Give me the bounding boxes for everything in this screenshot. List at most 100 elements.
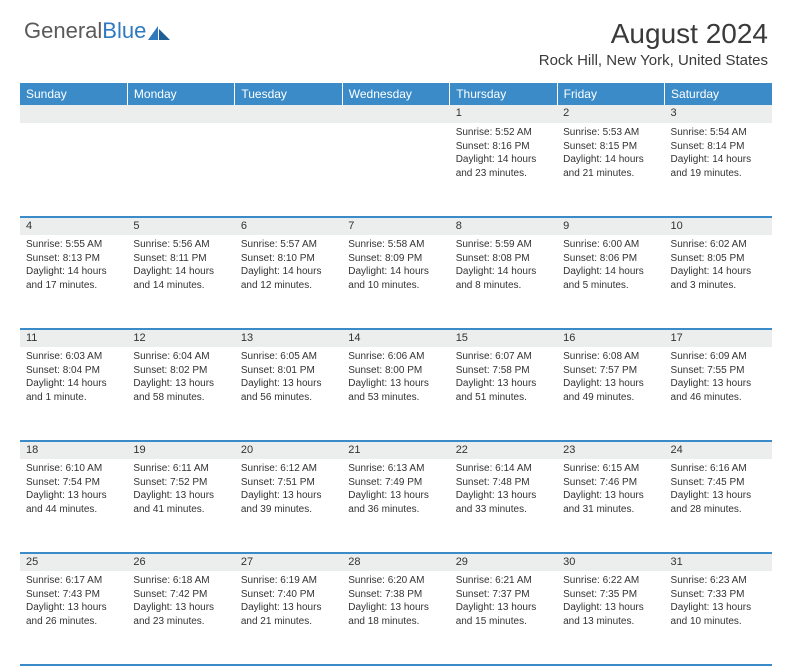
sunrise-text: Sunrise: 6:22 AM bbox=[563, 574, 658, 588]
day-header: Monday bbox=[127, 83, 234, 105]
day-number: 5 bbox=[127, 217, 234, 235]
day-cell-body bbox=[342, 123, 449, 130]
day-number: 27 bbox=[235, 553, 342, 571]
day-header-row: Sunday Monday Tuesday Wednesday Thursday… bbox=[20, 83, 772, 105]
daylight-text: Daylight: 13 hours and 44 minutes. bbox=[26, 489, 121, 516]
day-number: 19 bbox=[127, 441, 234, 459]
daylight-text: Daylight: 13 hours and 33 minutes. bbox=[456, 489, 551, 516]
daylight-text: Daylight: 13 hours and 31 minutes. bbox=[563, 489, 658, 516]
day-cell: Sunrise: 6:18 AMSunset: 7:42 PMDaylight:… bbox=[127, 571, 234, 665]
sunrise-text: Sunrise: 6:06 AM bbox=[348, 350, 443, 364]
sunset-text: Sunset: 7:37 PM bbox=[456, 588, 551, 602]
sunrise-text: Sunrise: 6:02 AM bbox=[671, 238, 766, 252]
day-cell: Sunrise: 6:12 AMSunset: 7:51 PMDaylight:… bbox=[235, 459, 342, 553]
week-row: Sunrise: 6:10 AMSunset: 7:54 PMDaylight:… bbox=[20, 459, 772, 553]
day-cell-body: Sunrise: 6:15 AMSunset: 7:46 PMDaylight:… bbox=[557, 459, 664, 520]
brand-part2: Blue bbox=[102, 18, 146, 44]
day-cell: Sunrise: 6:16 AMSunset: 7:45 PMDaylight:… bbox=[665, 459, 772, 553]
day-cell: Sunrise: 5:58 AMSunset: 8:09 PMDaylight:… bbox=[342, 235, 449, 329]
day-number: 29 bbox=[450, 553, 557, 571]
brand-logo: GeneralBlue bbox=[24, 18, 170, 44]
day-number: 25 bbox=[20, 553, 127, 571]
title-block: August 2024 Rock Hill, New York, United … bbox=[539, 18, 768, 69]
day-cell-body: Sunrise: 5:58 AMSunset: 8:09 PMDaylight:… bbox=[342, 235, 449, 296]
sunset-text: Sunset: 8:00 PM bbox=[348, 364, 443, 378]
day-cell-body: Sunrise: 6:18 AMSunset: 7:42 PMDaylight:… bbox=[127, 571, 234, 632]
daylight-text: Daylight: 13 hours and 49 minutes. bbox=[563, 377, 658, 404]
day-cell: Sunrise: 6:02 AMSunset: 8:05 PMDaylight:… bbox=[665, 235, 772, 329]
day-number: 16 bbox=[557, 329, 664, 347]
day-number: 1 bbox=[450, 105, 557, 123]
sunset-text: Sunset: 7:33 PM bbox=[671, 588, 766, 602]
sunrise-text: Sunrise: 5:53 AM bbox=[563, 126, 658, 140]
daylight-text: Daylight: 13 hours and 58 minutes. bbox=[133, 377, 228, 404]
day-cell: Sunrise: 6:06 AMSunset: 8:00 PMDaylight:… bbox=[342, 347, 449, 441]
day-cell: Sunrise: 6:14 AMSunset: 7:48 PMDaylight:… bbox=[450, 459, 557, 553]
sunset-text: Sunset: 8:14 PM bbox=[671, 140, 766, 154]
day-number: 11 bbox=[20, 329, 127, 347]
day-number: 23 bbox=[557, 441, 664, 459]
week-row: Sunrise: 6:17 AMSunset: 7:43 PMDaylight:… bbox=[20, 571, 772, 665]
day-number: 2 bbox=[557, 105, 664, 123]
day-number: 26 bbox=[127, 553, 234, 571]
daynum-row: 45678910 bbox=[20, 217, 772, 235]
day-number: 9 bbox=[557, 217, 664, 235]
daynum-row: 11121314151617 bbox=[20, 329, 772, 347]
day-number bbox=[342, 105, 449, 123]
day-cell: Sunrise: 6:00 AMSunset: 8:06 PMDaylight:… bbox=[557, 235, 664, 329]
daylight-text: Daylight: 14 hours and 21 minutes. bbox=[563, 153, 658, 180]
daylight-text: Daylight: 14 hours and 1 minute. bbox=[26, 377, 121, 404]
sunset-text: Sunset: 7:38 PM bbox=[348, 588, 443, 602]
sunset-text: Sunset: 8:08 PM bbox=[456, 252, 551, 266]
day-header: Sunday bbox=[20, 83, 127, 105]
day-cell-body bbox=[127, 123, 234, 130]
day-cell: Sunrise: 6:03 AMSunset: 8:04 PMDaylight:… bbox=[20, 347, 127, 441]
daylight-text: Daylight: 13 hours and 26 minutes. bbox=[26, 601, 121, 628]
day-cell-body: Sunrise: 6:20 AMSunset: 7:38 PMDaylight:… bbox=[342, 571, 449, 632]
sunrise-text: Sunrise: 5:54 AM bbox=[671, 126, 766, 140]
sunrise-text: Sunrise: 6:21 AM bbox=[456, 574, 551, 588]
sunrise-text: Sunrise: 5:52 AM bbox=[456, 126, 551, 140]
sunset-text: Sunset: 7:55 PM bbox=[671, 364, 766, 378]
sunset-text: Sunset: 7:35 PM bbox=[563, 588, 658, 602]
day-cell-body: Sunrise: 6:08 AMSunset: 7:57 PMDaylight:… bbox=[557, 347, 664, 408]
sunset-text: Sunset: 7:40 PM bbox=[241, 588, 336, 602]
day-cell-body: Sunrise: 6:11 AMSunset: 7:52 PMDaylight:… bbox=[127, 459, 234, 520]
calendar-body: 123Sunrise: 5:52 AMSunset: 8:16 PMDaylig… bbox=[20, 105, 772, 665]
sunset-text: Sunset: 7:58 PM bbox=[456, 364, 551, 378]
sunset-text: Sunset: 7:49 PM bbox=[348, 476, 443, 490]
sunset-text: Sunset: 8:11 PM bbox=[133, 252, 228, 266]
day-cell-body: Sunrise: 6:07 AMSunset: 7:58 PMDaylight:… bbox=[450, 347, 557, 408]
sunset-text: Sunset: 7:43 PM bbox=[26, 588, 121, 602]
sunrise-text: Sunrise: 6:16 AM bbox=[671, 462, 766, 476]
sunset-text: Sunset: 7:48 PM bbox=[456, 476, 551, 490]
day-cell: Sunrise: 6:11 AMSunset: 7:52 PMDaylight:… bbox=[127, 459, 234, 553]
sunset-text: Sunset: 8:02 PM bbox=[133, 364, 228, 378]
day-cell-body: Sunrise: 6:02 AMSunset: 8:05 PMDaylight:… bbox=[665, 235, 772, 296]
day-number: 14 bbox=[342, 329, 449, 347]
sunrise-text: Sunrise: 6:04 AM bbox=[133, 350, 228, 364]
daylight-text: Daylight: 14 hours and 17 minutes. bbox=[26, 265, 121, 292]
day-cell: Sunrise: 5:59 AMSunset: 8:08 PMDaylight:… bbox=[450, 235, 557, 329]
sunset-text: Sunset: 7:52 PM bbox=[133, 476, 228, 490]
sunset-text: Sunset: 7:42 PM bbox=[133, 588, 228, 602]
brand-part1: General bbox=[24, 18, 102, 44]
day-number: 6 bbox=[235, 217, 342, 235]
day-cell: Sunrise: 6:05 AMSunset: 8:01 PMDaylight:… bbox=[235, 347, 342, 441]
daylight-text: Daylight: 14 hours and 3 minutes. bbox=[671, 265, 766, 292]
day-number: 15 bbox=[450, 329, 557, 347]
sunrise-text: Sunrise: 6:00 AM bbox=[563, 238, 658, 252]
day-cell-body: Sunrise: 6:19 AMSunset: 7:40 PMDaylight:… bbox=[235, 571, 342, 632]
sunrise-text: Sunrise: 6:03 AM bbox=[26, 350, 121, 364]
sunrise-text: Sunrise: 5:59 AM bbox=[456, 238, 551, 252]
day-cell bbox=[235, 123, 342, 217]
day-cell-body: Sunrise: 5:54 AMSunset: 8:14 PMDaylight:… bbox=[665, 123, 772, 184]
day-cell-body: Sunrise: 6:03 AMSunset: 8:04 PMDaylight:… bbox=[20, 347, 127, 408]
day-cell-body: Sunrise: 6:06 AMSunset: 8:00 PMDaylight:… bbox=[342, 347, 449, 408]
sunset-text: Sunset: 7:54 PM bbox=[26, 476, 121, 490]
sunset-text: Sunset: 7:57 PM bbox=[563, 364, 658, 378]
sunrise-text: Sunrise: 6:07 AM bbox=[456, 350, 551, 364]
sunrise-text: Sunrise: 6:13 AM bbox=[348, 462, 443, 476]
sunset-text: Sunset: 7:46 PM bbox=[563, 476, 658, 490]
day-cell-body: Sunrise: 6:05 AMSunset: 8:01 PMDaylight:… bbox=[235, 347, 342, 408]
